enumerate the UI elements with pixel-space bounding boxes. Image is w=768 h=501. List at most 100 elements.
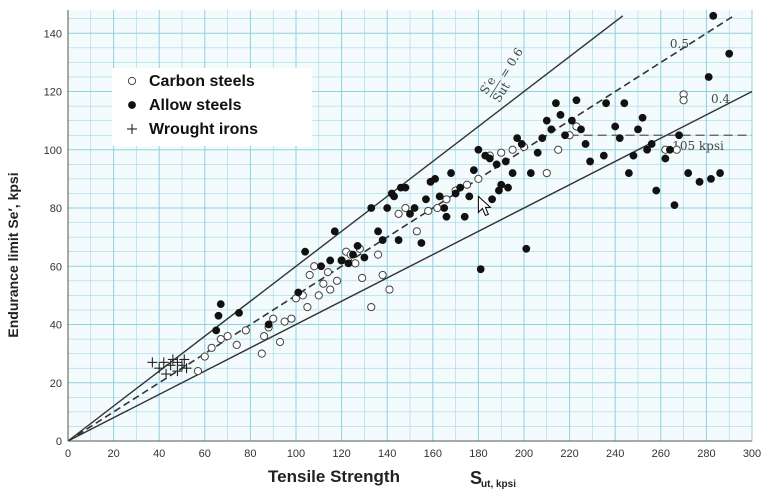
x-axis-symbol: S: [470, 468, 482, 488]
point-allow-steels: [716, 169, 724, 177]
point-carbon-steels: [241, 326, 250, 335]
x-tick-label: 260: [652, 448, 670, 460]
x-tick-label: 40: [153, 448, 165, 460]
point-allow-steels: [725, 49, 734, 58]
legend-marker-carbon-steels: [127, 76, 137, 86]
point-allow-steels: [456, 183, 465, 192]
point-allow-steels: [581, 140, 590, 148]
point-carbon-steels: [310, 262, 319, 271]
legend-marker-allow-steels: [128, 101, 136, 109]
point-wrought-irons: [179, 354, 190, 365]
point-carbon-steels: [193, 367, 203, 376]
point-carbon-steels: [462, 180, 472, 189]
point-allow-steels: [337, 256, 346, 265]
point-allow-steels: [572, 96, 581, 105]
legend-marker-wrought-irons: [127, 124, 137, 134]
x-tick-label: 120: [332, 448, 350, 460]
point-allow-steels: [374, 227, 382, 236]
point-allow-steels: [552, 99, 560, 108]
point-allow-steels: [417, 239, 426, 247]
point-allow-steels: [561, 131, 569, 140]
point-carbon-steels: [326, 285, 335, 294]
point-carbon-steels: [259, 332, 269, 341]
point-allow-steels: [469, 166, 478, 175]
x-tick-label: 80: [244, 448, 256, 460]
point-allow-steels: [695, 177, 704, 186]
cursor-icon: [477, 195, 492, 216]
point-allow-steels: [670, 201, 679, 210]
x-tick-label: 100: [287, 448, 305, 460]
point-allow-steels: [615, 134, 624, 143]
point-carbon-steels: [412, 227, 421, 236]
point-carbon-steels: [401, 203, 410, 213]
x-tick-label: 240: [606, 448, 624, 460]
x-tick-label: 60: [199, 448, 211, 460]
point-allow-steels: [643, 145, 652, 154]
point-allow-steels: [367, 204, 376, 212]
point-carbon-steels: [280, 317, 289, 326]
point-allow-steels: [577, 125, 585, 134]
point-carbon-steels: [378, 270, 387, 280]
legend-box: [112, 68, 312, 146]
x-axis-subscript: ut, kpsi: [481, 479, 516, 490]
point-allow-steels: [440, 204, 449, 212]
point-carbon-steels: [269, 314, 278, 323]
point-carbon-steels: [223, 332, 232, 341]
point-allow-steels: [704, 73, 713, 81]
point-wrought-irons: [158, 357, 169, 368]
point-allow-steels: [504, 183, 512, 192]
point-allow-steels: [488, 195, 496, 204]
point-allow-steels: [647, 140, 656, 148]
point-carbon-steels: [319, 279, 328, 288]
legend-label-wrought-irons: Wrought irons: [149, 121, 258, 138]
point-allow-steels: [401, 183, 410, 192]
point-carbon-steels: [275, 337, 285, 347]
point-allow-steels: [447, 169, 455, 177]
point-carbon-steels: [474, 174, 483, 184]
point-carbon-steels: [672, 145, 681, 154]
point-allow-steels: [460, 212, 469, 221]
point-allow-steels: [707, 175, 715, 183]
point-allow-steels: [378, 236, 387, 244]
point-allow-steels: [652, 186, 661, 195]
point-carbon-steels: [433, 203, 442, 213]
reference-line-label-0.4: 0.4: [711, 92, 730, 106]
cursor-arrow: [477, 195, 492, 216]
point-allow-steels: [501, 157, 510, 166]
point-allow-steels: [666, 145, 674, 154]
legend: Carbon steels Allow steels Wrought irons: [112, 68, 312, 146]
reference-line-0.6: [67, 15, 624, 442]
point-allow-steels: [390, 192, 398, 201]
point-allow-steels: [586, 157, 595, 166]
point-allow-steels: [294, 288, 303, 297]
axes: 0 20 40 60 80 100 120 140 160 180 200 220 240 260 280 3…: [44, 10, 761, 460]
x-tick-label: 300: [743, 448, 761, 460]
point-carbon-steels: [323, 267, 333, 277]
point-allow-steels: [556, 110, 565, 119]
point-allow-steels: [214, 311, 223, 320]
point-carbon-steels: [200, 352, 209, 361]
point-allow-steels: [349, 250, 357, 259]
x-tick-label: 280: [697, 448, 715, 460]
point-allow-steels: [522, 244, 531, 253]
point-carbon-steels: [305, 270, 314, 280]
point-allow-steels: [611, 122, 620, 131]
ratio-bar: [489, 80, 501, 98]
legend-label-allow-steels: Allow steels: [149, 97, 242, 114]
legend-label-carbon-steels: Carbon steels: [149, 73, 255, 90]
y-tick-label: 0: [56, 436, 62, 448]
point-allow-steels: [442, 212, 451, 221]
point-carbon-steels: [287, 314, 296, 323]
point-allow-steels: [422, 195, 430, 204]
point-allow-steels: [394, 236, 403, 244]
point-carbon-steels: [303, 302, 312, 312]
x-tick-label: 180: [469, 448, 487, 460]
point-allow-steels: [406, 209, 414, 218]
point-carbon-steels: [232, 340, 241, 349]
y-tick-label: 120: [44, 87, 62, 99]
y-tick-label: 140: [44, 28, 62, 40]
point-wrought-irons: [154, 363, 165, 374]
point-allow-steels: [547, 125, 556, 134]
